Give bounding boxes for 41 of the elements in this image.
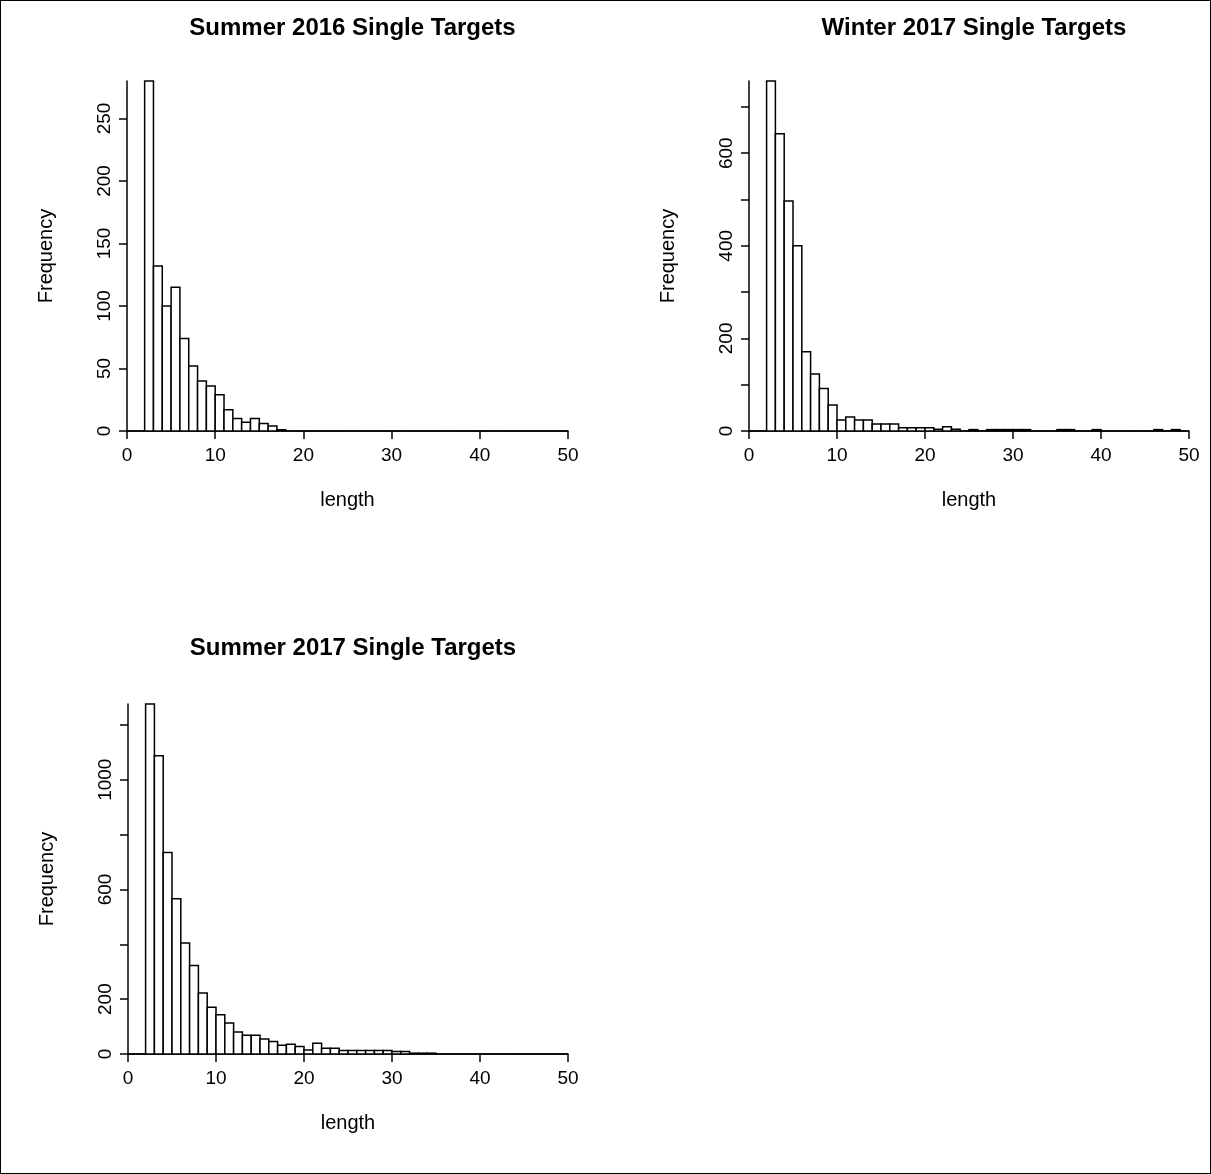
- x-tick-label: 10: [205, 1067, 227, 1088]
- y-tick-label: 600: [715, 137, 736, 170]
- x-tick-label: 50: [557, 444, 579, 465]
- y-tick-label: 150: [93, 227, 114, 260]
- x-tick-label: 10: [204, 444, 226, 465]
- y-tick-label: 50: [93, 357, 114, 380]
- chart-title: Winter 2017 Single Targets: [821, 12, 1127, 40]
- x-tick-label: 20: [292, 444, 314, 465]
- y-tick-label: 1000: [94, 758, 115, 801]
- y-tick-label: 600: [94, 873, 115, 906]
- y-tick-label: 0: [93, 425, 114, 437]
- chart-title: Summer 2017 Single Targets: [189, 632, 517, 660]
- x-tick-label: 0: [121, 444, 133, 465]
- y-tick-label: 200: [93, 165, 114, 197]
- y-tick-label: 250: [93, 102, 114, 135]
- y-axis-title: Frequency: [34, 208, 56, 304]
- x-tick-label: 30: [1002, 444, 1024, 465]
- x-axis-title: length: [320, 488, 375, 510]
- x-tick-label: 30: [381, 444, 403, 465]
- x-tick-label: 20: [914, 444, 936, 465]
- x-tick-label: 40: [469, 1067, 491, 1088]
- x-tick-label: 20: [293, 1067, 315, 1088]
- y-axis-title: Frequency: [656, 208, 678, 304]
- x-tick-label: 0: [743, 444, 755, 465]
- y-tick-label: 100: [93, 290, 114, 322]
- x-axis-title: length: [320, 1111, 376, 1133]
- x-tick-label: 30: [381, 1067, 403, 1088]
- y-tick-label: 400: [715, 229, 736, 262]
- y-tick-label: 0: [715, 425, 736, 437]
- x-tick-label: 40: [469, 444, 491, 465]
- x-tick-label: 0: [122, 1067, 134, 1088]
- x-tick-label: 50: [1178, 444, 1200, 465]
- chart-title: Summer 2016 Single Targets: [189, 12, 516, 40]
- y-tick-label: 200: [715, 322, 736, 355]
- y-tick-label: 0: [94, 1048, 115, 1060]
- x-axis-title: length: [941, 488, 997, 510]
- x-tick-label: 40: [1090, 444, 1112, 465]
- y-axis-title: Frequency: [35, 831, 57, 927]
- y-tick-label: 200: [94, 983, 115, 1015]
- x-tick-label: 50: [557, 1067, 579, 1088]
- x-tick-label: 10: [826, 444, 848, 465]
